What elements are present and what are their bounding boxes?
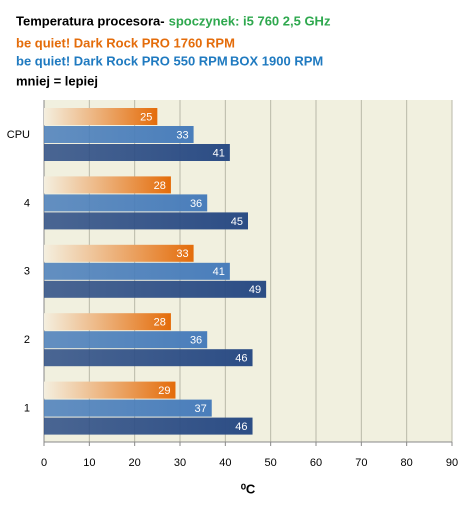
bar [44,108,158,125]
x-axis-label: ⁰C [241,481,256,496]
y-tick-label: 4 [24,197,30,209]
value-label: 29 [158,385,170,397]
value-label: 28 [154,180,166,192]
bar [44,262,230,280]
value-label: 36 [190,335,202,347]
x-tick-label: 0 [41,457,47,469]
bar [44,313,171,331]
x-tick-label: 60 [310,457,322,469]
bar [44,349,253,367]
value-label: 49 [249,284,261,296]
value-label: 41 [213,147,225,159]
y-tick-label: 2 [24,334,30,346]
value-label: 28 [154,317,166,329]
bar [44,212,248,230]
bar [44,144,230,161]
bar [44,417,253,435]
chart-subtitle: spoczynek: i5 760 2,5 GHz [169,13,331,28]
x-tick-label: 10 [83,457,95,469]
y-tick-label: CPU [7,129,30,141]
value-label: 46 [235,421,247,433]
x-tick-label: 90 [446,457,458,469]
value-label: 25 [140,111,152,123]
legend-entry: be quiet! Dark Rock PRO 1760 RPM [16,35,235,50]
bar [44,399,212,417]
bar [44,176,171,194]
value-label: 36 [190,198,202,210]
bar [44,331,208,349]
value-label: 37 [194,403,206,415]
value-label: 45 [231,216,243,228]
value-label: 33 [176,248,188,260]
x-tick-label: 30 [174,457,186,469]
x-tick-label: 50 [265,457,277,469]
bar [44,244,194,262]
value-label: 33 [176,129,188,141]
x-tick-label: 70 [355,457,367,469]
y-tick-label: 3 [24,266,30,278]
bar [44,126,194,143]
legend-entry: BOX 1900 RPM [230,53,323,68]
y-tick-label: 1 [24,403,30,415]
chart-title: Temperatura procesora- [16,13,165,28]
legend-entry: be quiet! Dark Rock PRO 550 RPM [16,53,228,68]
note: mniej = lepiej [16,73,98,88]
value-label: 41 [213,266,225,278]
x-tick-label: 20 [129,457,141,469]
x-tick-label: 80 [401,457,413,469]
x-tick-label: 40 [219,457,231,469]
bar [44,381,176,399]
bar [44,280,267,298]
value-label: 46 [235,353,247,365]
bar [44,194,208,212]
